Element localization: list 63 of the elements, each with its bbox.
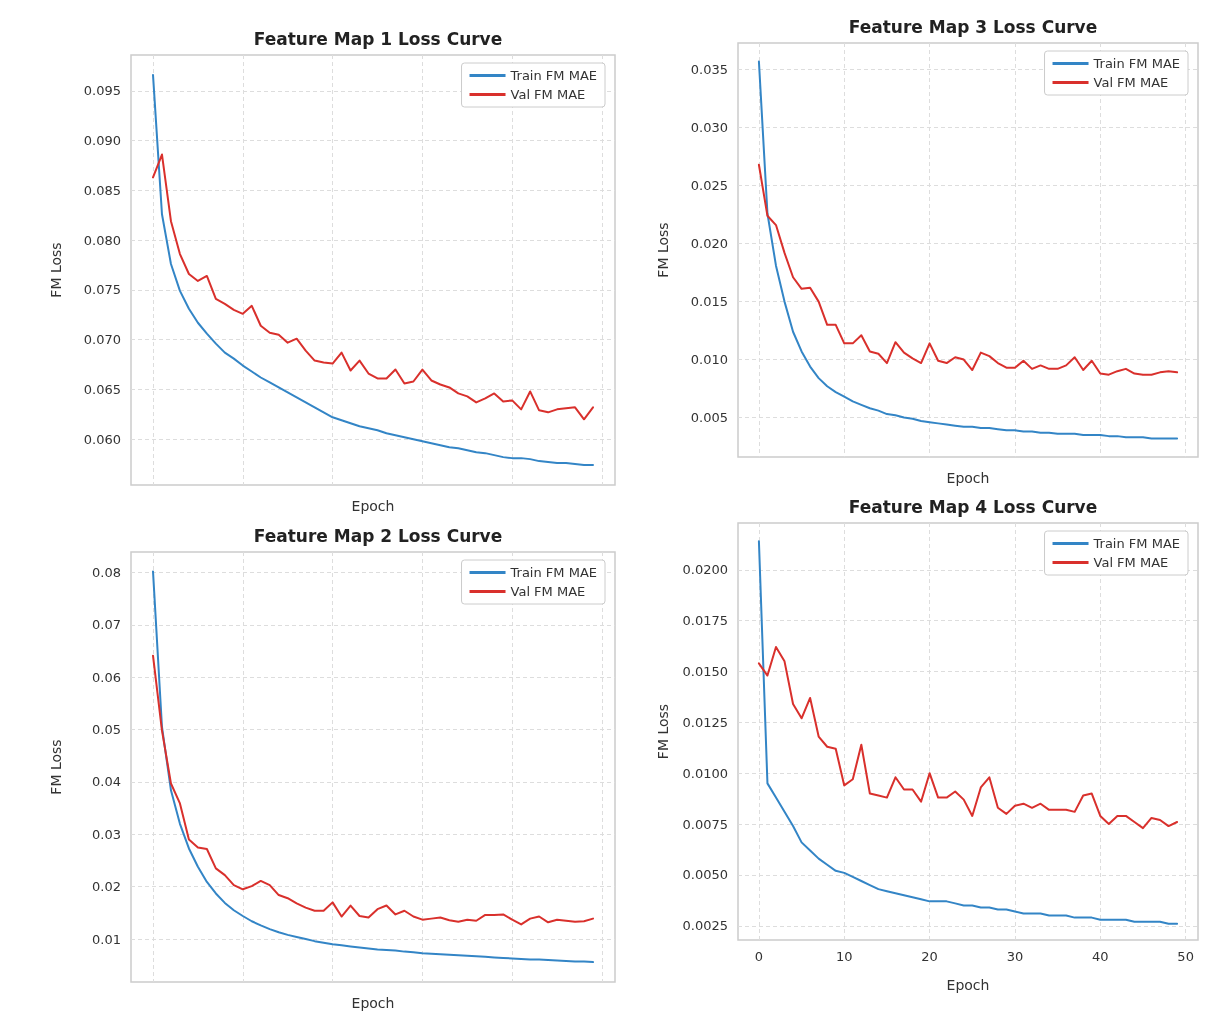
- y-axis-title: FM Loss: [655, 222, 671, 278]
- y-tick-label: 0.075: [83, 282, 121, 298]
- y-tick-label: 0.015: [690, 294, 728, 310]
- x-tick-label: 50: [1177, 949, 1194, 964]
- y-tick-label: 0.01: [92, 931, 121, 947]
- x-tick-label: 30: [1006, 949, 1024, 964]
- y-tick-label: 0.04: [92, 774, 121, 790]
- y-tick-label: 0.085: [83, 182, 121, 198]
- chart-title: Feature Map 1 Loss Curve: [253, 28, 503, 49]
- y-tick-label: 0.07: [92, 617, 121, 633]
- legend-label: Train FM MAE: [509, 68, 598, 83]
- x-axis-title: Epoch: [946, 470, 990, 486]
- y-tick-label: 0.02: [92, 879, 121, 895]
- y-axis-title: FM Loss: [655, 703, 671, 760]
- y-tick-label: 0.005: [690, 410, 728, 426]
- chart-title: Feature Map 3 Loss Curve: [848, 16, 1098, 37]
- y-tick-label: 0.08: [92, 564, 121, 580]
- y-tick-label: 0.0050: [682, 867, 728, 883]
- y-tick-label: 0.025: [690, 178, 728, 194]
- y-tick-label: 0.0025: [682, 918, 728, 934]
- x-axis-title: Epoch: [946, 977, 990, 993]
- y-tick-label: 0.06: [92, 669, 121, 685]
- y-tick-label: 0.0150: [682, 663, 728, 679]
- y-tick-label: 0.0175: [682, 613, 728, 629]
- x-tick-label: 10: [835, 949, 853, 964]
- y-tick-label: 0.035: [690, 62, 728, 78]
- line-series: [757, 163, 1179, 376]
- legend-label: Val FM MAE: [510, 584, 586, 599]
- y-tick-label: 0.0125: [682, 714, 728, 730]
- x-tick-label: 0: [754, 949, 764, 964]
- legend-label: Val FM MAE: [1093, 75, 1169, 90]
- y-tick-label: 0.030: [690, 120, 728, 136]
- legend-label: Val FM MAE: [510, 87, 586, 102]
- y-tick-label: 0.020: [690, 236, 728, 252]
- y-tick-label: 0.05: [92, 722, 121, 738]
- y-tick-label: 0.0075: [682, 816, 728, 832]
- chart-title: Feature Map 4 Loss Curve: [848, 496, 1098, 517]
- y-axis-title: FM Loss: [48, 739, 64, 795]
- legend-label: Train FM MAE: [1092, 536, 1181, 551]
- x-axis-title: Epoch: [351, 498, 395, 514]
- y-tick-label: 0.060: [83, 431, 121, 447]
- line-series: [757, 646, 1179, 830]
- line-series: [757, 60, 1179, 440]
- y-tick-label: 0.0100: [682, 765, 728, 781]
- chart-title: Feature Map 2 Loss Curve: [253, 525, 503, 546]
- x-tick-label: 20: [921, 949, 938, 964]
- x-axis-title: Epoch: [351, 995, 395, 1011]
- y-tick-label: 0.065: [83, 381, 121, 397]
- y-tick-label: 0.0200: [682, 562, 728, 578]
- y-tick-label: 0.010: [690, 352, 728, 368]
- y-tick-label: 0.070: [83, 332, 121, 348]
- legend-label: Train FM MAE: [509, 565, 598, 580]
- line-series: [757, 540, 1179, 925]
- line-series: [152, 654, 594, 926]
- y-tick-label: 0.080: [83, 232, 121, 248]
- x-tick-label: 40: [1092, 949, 1109, 964]
- legend-label: Train FM MAE: [1092, 56, 1181, 71]
- legend-label: Val FM MAE: [1093, 555, 1169, 570]
- y-tick-label: 0.090: [83, 133, 121, 149]
- y-tick-label: 0.03: [92, 826, 121, 842]
- line-series: [152, 153, 594, 421]
- y-tick-label: 0.095: [83, 83, 121, 99]
- y-axis-title: FM Loss: [48, 242, 64, 298]
